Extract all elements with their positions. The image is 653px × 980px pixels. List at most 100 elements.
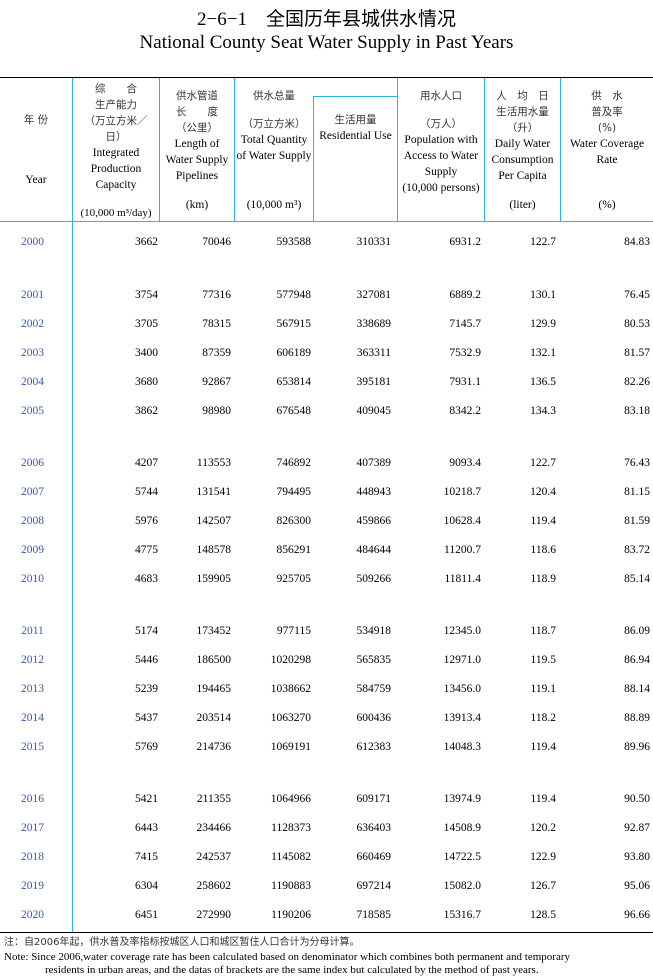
cell-per-capita: 120.2 bbox=[530, 822, 556, 834]
header-unit: (10,000 m³/day) bbox=[80, 207, 152, 219]
cell-capacity: 4207 bbox=[135, 457, 158, 469]
header-en: Length of Water Supply Pipelines bbox=[165, 138, 229, 182]
cell-coverage: 81.15 bbox=[624, 486, 650, 498]
cell-coverage: 89.96 bbox=[624, 741, 650, 753]
cell-total-supply: 676548 bbox=[276, 405, 312, 417]
cell-pipelines: 148578 bbox=[196, 544, 232, 556]
cell-total-supply: 593588 bbox=[276, 236, 312, 248]
cell-population: 9093.4 bbox=[449, 457, 481, 469]
cell-pipelines: 173452 bbox=[196, 625, 232, 637]
table-row: 2005 3862 98980 676548 409045 8342.2 134.3 83.1… bbox=[0, 405, 653, 425]
cell-capacity: 5437 bbox=[135, 712, 158, 724]
cell-coverage: 80.53 bbox=[624, 318, 650, 330]
header-unit: (%) bbox=[598, 199, 616, 211]
divider bbox=[234, 78, 235, 222]
cell-total-supply: 1064966 bbox=[270, 793, 311, 805]
cell-residential: 609171 bbox=[356, 793, 392, 805]
cell-residential: 565835 bbox=[356, 654, 392, 666]
cell-year: 2009 bbox=[21, 544, 44, 556]
cell-coverage: 81.59 bbox=[624, 515, 650, 527]
cell-coverage: 83.72 bbox=[624, 544, 650, 556]
cell-total-supply: 856291 bbox=[276, 544, 312, 556]
cell-population: 12971.0 bbox=[443, 654, 481, 666]
cell-population: 10218.7 bbox=[443, 486, 481, 498]
header-total-supply: 供水总量 （万立方米） Total Quantity of Water Supp… bbox=[235, 88, 313, 211]
cell-per-capita: 119.5 bbox=[530, 654, 556, 666]
table-row: 2007 5744 131541 794495 448943 10218.7 120.4 81… bbox=[0, 486, 653, 506]
table-top-border bbox=[0, 77, 653, 78]
cell-coverage: 82.26 bbox=[624, 376, 650, 388]
header-cn: 供水总量 bbox=[253, 90, 295, 102]
table-row: 2017 6443 234466 1128373 636403 14508.9 120.2 9… bbox=[0, 822, 653, 842]
cell-residential: 636403 bbox=[356, 822, 392, 834]
cell-total-supply: 1038662 bbox=[270, 683, 311, 695]
cell-total-supply: 746892 bbox=[276, 457, 312, 469]
cell-coverage: 92.87 bbox=[624, 822, 650, 834]
cell-pipelines: 186500 bbox=[196, 654, 232, 666]
table-row: 2008 5976 142507 826300 459866 10628.4 119.4 81… bbox=[0, 515, 653, 535]
cell-per-capita: 129.9 bbox=[530, 318, 556, 330]
cell-total-supply: 1190206 bbox=[271, 909, 311, 921]
cell-pipelines: 70046 bbox=[202, 236, 231, 248]
cell-year: 2010 bbox=[21, 573, 44, 585]
header-en: Total Quantity of Water Supply bbox=[236, 134, 312, 162]
cell-coverage: 86.09 bbox=[624, 625, 650, 637]
cell-total-supply: 1063270 bbox=[270, 712, 311, 724]
cell-residential: 338689 bbox=[356, 318, 392, 330]
cell-total-supply: 1190883 bbox=[271, 880, 311, 892]
cell-coverage: 93.80 bbox=[624, 851, 650, 863]
cell-pipelines: 194465 bbox=[196, 683, 232, 695]
cell-coverage: 95.06 bbox=[624, 880, 650, 892]
cell-per-capita: 130.1 bbox=[530, 289, 556, 301]
cell-residential: 363311 bbox=[356, 347, 391, 359]
cell-pipelines: 131541 bbox=[196, 486, 232, 498]
cell-population: 13974.9 bbox=[443, 793, 481, 805]
cell-capacity: 3400 bbox=[135, 347, 158, 359]
cell-population: 10628.4 bbox=[443, 515, 481, 527]
cell-year: 2002 bbox=[21, 318, 44, 330]
header-cn: 综 合 生产能力 （万立方米／ 日） bbox=[84, 83, 148, 143]
cell-total-supply: 1145082 bbox=[271, 851, 311, 863]
table-row: 2014 5437 203514 1063270 600436 13913.4 118.2 8… bbox=[0, 712, 653, 732]
table-row: 2002 3705 78315 567915 338689 7145.7 129.9 80.5… bbox=[0, 318, 653, 338]
cell-total-supply: 925705 bbox=[276, 573, 312, 585]
cell-pipelines: 242537 bbox=[196, 851, 232, 863]
cell-pipelines: 203514 bbox=[196, 712, 232, 724]
cell-per-capita: 118.7 bbox=[530, 625, 556, 637]
divider bbox=[484, 78, 485, 222]
header-cn: 供水管道 长 度 （公里） bbox=[176, 90, 218, 134]
cell-per-capita: 134.3 bbox=[530, 405, 556, 417]
cell-year: 2007 bbox=[21, 486, 44, 498]
cell-residential: 718585 bbox=[356, 909, 392, 921]
header-unit: (liter) bbox=[509, 199, 536, 211]
cell-total-supply: 794495 bbox=[276, 486, 312, 498]
cell-capacity: 7415 bbox=[135, 851, 158, 863]
cell-per-capita: 132.1 bbox=[530, 347, 556, 359]
header-bottom-border bbox=[0, 221, 653, 222]
cell-year: 2003 bbox=[21, 347, 44, 359]
cell-year: 2005 bbox=[21, 405, 44, 417]
header-cn: 用水人口 bbox=[420, 90, 462, 102]
header-en: Residential Use bbox=[319, 130, 392, 142]
cell-year: 2019 bbox=[21, 880, 44, 892]
cell-per-capita: 119.4 bbox=[530, 515, 556, 527]
cell-pipelines: 272990 bbox=[196, 909, 232, 921]
cell-coverage: 96.66 bbox=[624, 909, 650, 921]
cell-population: 6931.2 bbox=[449, 236, 481, 248]
cell-residential: 660469 bbox=[356, 851, 392, 863]
table-row: 2000 3662 70046 593588 310331 6931.2 122.7 84.8… bbox=[0, 236, 653, 256]
cell-population: 7145.7 bbox=[449, 318, 481, 330]
cell-total-supply: 977115 bbox=[276, 625, 311, 637]
cell-capacity: 5976 bbox=[135, 515, 158, 527]
cell-capacity: 5446 bbox=[135, 654, 158, 666]
cell-population: 11200.7 bbox=[444, 544, 481, 556]
header-population: 用水人口 （万人） Population with Access to Wate… bbox=[398, 88, 484, 196]
cell-year: 2001 bbox=[21, 289, 44, 301]
cell-pipelines: 87359 bbox=[202, 347, 231, 359]
cell-per-capita: 119.4 bbox=[530, 793, 556, 805]
header-unit: (km) bbox=[185, 199, 209, 211]
table-row: 2018 7415 242537 1145082 660469 14722.5 122.9 9… bbox=[0, 851, 653, 871]
cell-per-capita: 119.4 bbox=[530, 741, 556, 753]
cell-per-capita: 120.4 bbox=[530, 486, 556, 498]
cell-residential: 459866 bbox=[356, 515, 392, 527]
